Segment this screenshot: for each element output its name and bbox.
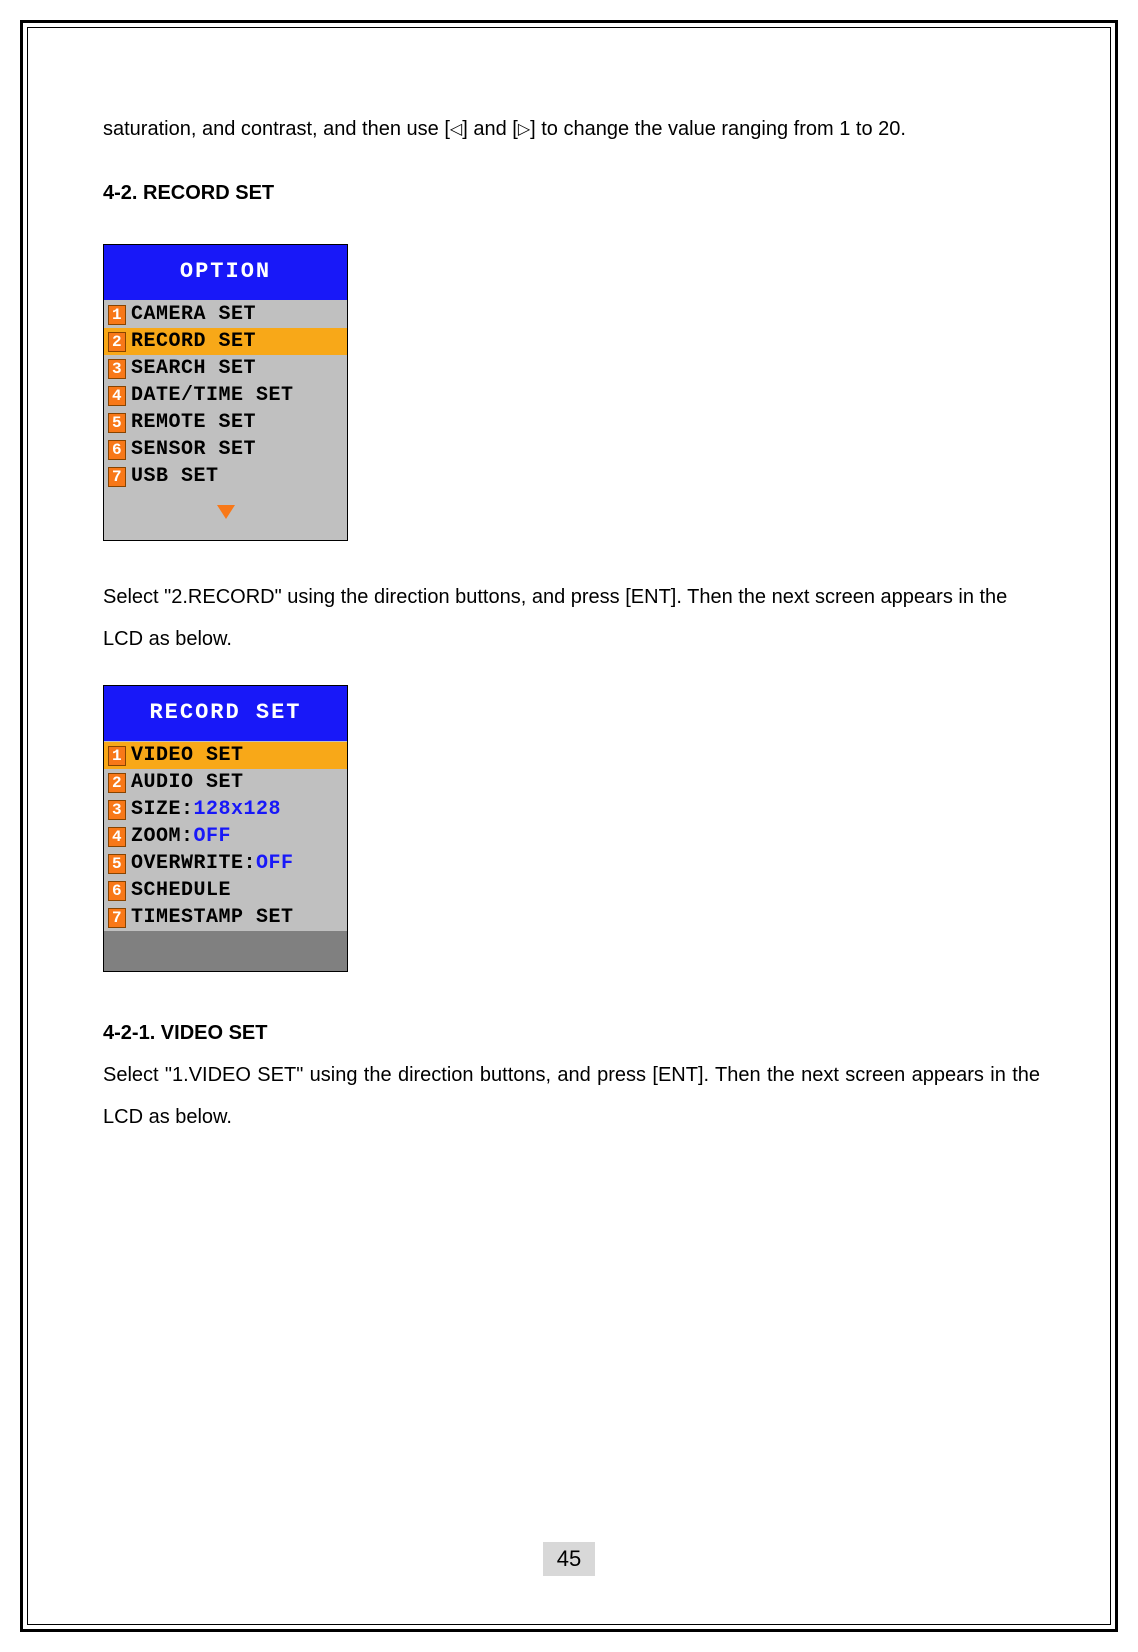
intro-paragraph: saturation, and contrast, and then use […	[103, 108, 1040, 150]
num-badge: 6	[108, 440, 126, 460]
num-badge: 7	[108, 908, 126, 928]
end-paragraph: Select "1.VIDEO SET" using the direction…	[103, 1054, 1040, 1138]
tri-left-icon: ◁	[450, 121, 462, 138]
lcd-menu-record-set: RECORD SET 1VIDEO SET 2AUDIO SET 3SIZE:1…	[103, 685, 348, 972]
num-badge: 5	[108, 413, 126, 433]
menu2-item-7[interactable]: 7TIMESTAMP SET	[104, 904, 347, 931]
num-badge: 1	[108, 305, 126, 325]
heading-4-2-1: 4-2-1. VIDEO SET	[103, 1012, 1040, 1054]
num-badge: 1	[108, 746, 126, 766]
menu2-value-5: OFF	[256, 843, 294, 885]
num-badge: 4	[108, 386, 126, 406]
lcd-menu-option: OPTION 1CAMERA SET 2RECORD SET 3SEARCH S…	[103, 244, 348, 541]
page-number-wrap: 45	[28, 1542, 1110, 1576]
intro-text-2: ] and [	[462, 118, 518, 140]
menu1-label-7: USB SET	[131, 456, 219, 498]
lcd-header-option: OPTION	[104, 245, 347, 300]
lcd-body-option: 1CAMERA SET 2RECORD SET 3SEARCH SET 4DAT…	[104, 300, 347, 540]
page-border-outer: saturation, and contrast, and then use […	[20, 20, 1118, 1632]
num-badge: 7	[108, 467, 126, 487]
page-content: saturation, and contrast, and then use […	[103, 108, 1040, 1138]
tri-right-icon: ▷	[518, 121, 530, 138]
num-badge: 2	[108, 332, 126, 352]
menu2-label-7: TIMESTAMP SET	[131, 897, 294, 939]
intro-text-1: saturation, and contrast, and then use [	[103, 118, 450, 140]
num-badge: 3	[108, 359, 126, 379]
heading-4-2: 4-2. RECORD SET	[103, 172, 1040, 214]
chevron-down-icon	[217, 505, 235, 519]
lcd-header-record: RECORD SET	[104, 686, 347, 741]
num-badge: 3	[108, 800, 126, 820]
num-badge: 4	[108, 827, 126, 847]
mid-paragraph: Select "2.RECORD" using the direction bu…	[103, 576, 1040, 660]
page-number: 45	[543, 1542, 595, 1576]
num-badge: 2	[108, 773, 126, 793]
num-badge: 6	[108, 881, 126, 901]
lcd-body-record: 1VIDEO SET 2AUDIO SET 3SIZE:128x128 4ZOO…	[104, 741, 347, 931]
num-badge: 5	[108, 854, 126, 874]
page-border-inner: saturation, and contrast, and then use […	[27, 27, 1111, 1625]
intro-text-3: ] to change the value ranging from 1 to …	[530, 118, 906, 140]
